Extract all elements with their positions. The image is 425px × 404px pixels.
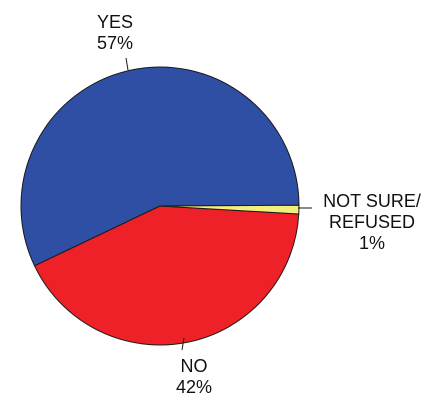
- slice-label-yes-line-1: YES: [97, 12, 133, 32]
- leader-no: [181, 337, 185, 351]
- leader-lines: [125, 57, 312, 351]
- slice-value-no: 42%: [176, 377, 212, 397]
- pie-slice-yes: [20, 66, 300, 267]
- slice-label-not-sure-line-2: REFUSED: [329, 212, 415, 232]
- pie-slice-no: [33, 205, 300, 346]
- slice-label-not-sure-line-1: NOT SURE/: [323, 191, 421, 211]
- slice-label-no-line-1: NO: [181, 356, 208, 376]
- slice-value-yes: 57%: [97, 33, 133, 53]
- slice-value-not-sure: 1%: [359, 233, 385, 253]
- pie-slice-not-sure: [159, 204, 300, 215]
- pie-slices: [20, 66, 300, 346]
- leader-yes: [125, 57, 129, 71]
